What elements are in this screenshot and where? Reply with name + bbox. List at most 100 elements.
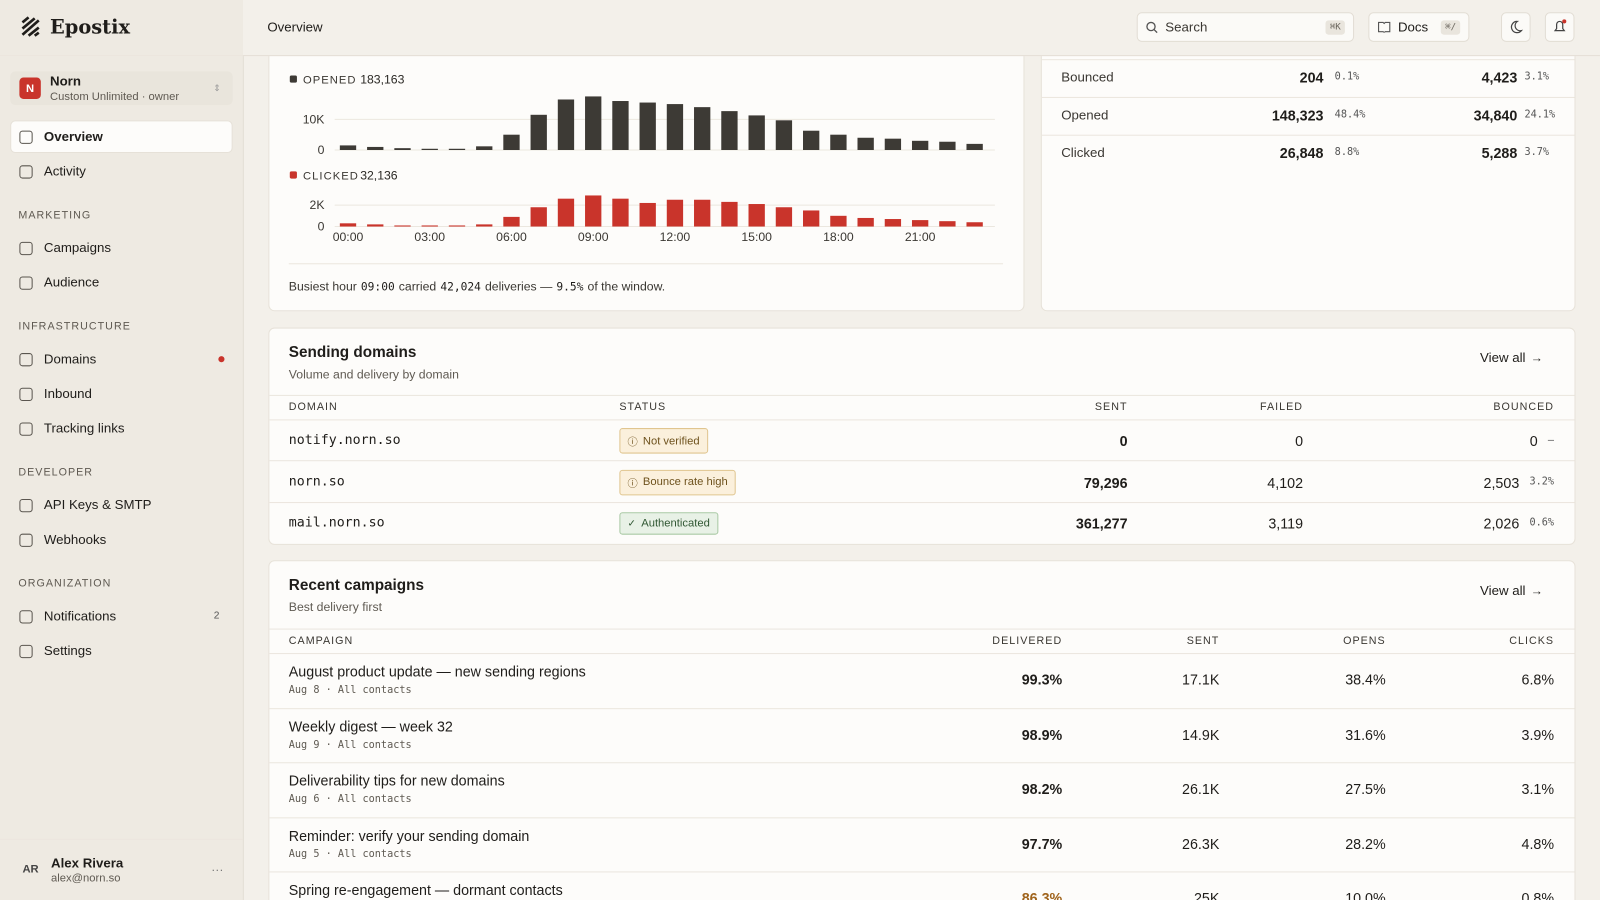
- nav-item[interactable]: Audience: [43, 274, 100, 290]
- legend-total: 183,163: [360, 73, 404, 87]
- stat-value: 34,840: [1473, 107, 1518, 124]
- cell-number: 17.1K: [1182, 671, 1220, 688]
- bar: [939, 221, 956, 227]
- campaign-meta: Aug 6 · All contacts: [288, 793, 412, 806]
- cell-number: 99.3%: [1021, 671, 1063, 688]
- column-header: CLICKS: [1509, 634, 1555, 647]
- x-tick-label: 12:00: [660, 230, 691, 244]
- nav-icon: [19, 533, 33, 547]
- nav-icon: [19, 610, 33, 624]
- section-title: Sending domains: [288, 343, 417, 362]
- cell-number: 28.2%: [1345, 835, 1386, 852]
- divider: [288, 263, 1004, 265]
- cell-percent: 0.6%: [1529, 517, 1555, 529]
- nav-icon: [19, 353, 33, 367]
- nav-icon: [19, 130, 33, 144]
- nav-icon: [19, 422, 33, 436]
- stat-value: 204: [1299, 69, 1324, 86]
- bar: [857, 217, 874, 227]
- bar: [530, 207, 547, 227]
- bar: [557, 99, 575, 150]
- legend-label: CLICKED: [303, 171, 359, 183]
- summary-part: 09:00: [360, 280, 395, 294]
- nav-item[interactable]: Inbound: [43, 385, 92, 402]
- nav-item[interactable]: Settings: [43, 642, 92, 659]
- campaign-name: Deliverability tips for new domains: [288, 772, 505, 789]
- x-tick-label: 21:00: [905, 230, 936, 244]
- view-all-link[interactable]: View all: [1480, 582, 1526, 598]
- domain-name: mail.norn.so: [288, 515, 385, 531]
- status-badge: ✓ Authenticated: [619, 512, 719, 535]
- docs-button[interactable]: Docs ⌘/: [1368, 12, 1470, 42]
- header: Overview Search ⌘K Docs ⌘/: [242, 0, 1600, 57]
- x-tick-label: 00:00: [333, 230, 364, 244]
- bar: [775, 120, 793, 150]
- domain-name: norn.so: [288, 473, 345, 490]
- bar: [448, 148, 466, 150]
- cell-number: 0: [1119, 432, 1128, 449]
- cell-number: 6.8%: [1521, 671, 1555, 688]
- campaign-name: Reminder: verify your sending domain: [288, 827, 530, 844]
- nav-item[interactable]: Overview: [43, 128, 103, 144]
- bar: [367, 224, 384, 227]
- bar: [585, 96, 602, 150]
- bar: [503, 216, 520, 227]
- column-header: BOUNCED: [1493, 401, 1555, 414]
- bar: [394, 225, 411, 227]
- legend-swatch: [289, 171, 297, 179]
- stat-percent: 3.1%: [1524, 71, 1550, 83]
- section-subtitle: Volume and delivery by domain: [288, 367, 459, 382]
- column-header: FAILED: [1260, 401, 1304, 414]
- stat-value: 26,848: [1279, 144, 1324, 162]
- search-label: Search: [1165, 19, 1208, 35]
- bar: [557, 198, 575, 227]
- workspace-switcher[interactable]: [10, 71, 233, 106]
- bounced-cell: 2,503 3.2%: [1484, 474, 1555, 490]
- search-shortcut: ⌘K: [1325, 19, 1345, 35]
- stat-label: Clicked: [1061, 144, 1105, 161]
- view-all-link[interactable]: View all: [1480, 349, 1526, 366]
- y-tick-label: 2K: [310, 198, 326, 212]
- nav-item[interactable]: Tracking links: [43, 420, 125, 436]
- nav-alert-dot: [218, 356, 225, 363]
- divider: [269, 460, 1575, 462]
- stat-label: Bounced: [1061, 69, 1114, 85]
- cell-number: 38.4%: [1345, 671, 1386, 688]
- stat-percent: 24.1%: [1524, 109, 1556, 121]
- stat-percent: 48.4%: [1334, 109, 1366, 121]
- nav-item[interactable]: API Keys & SMTP: [43, 496, 152, 513]
- bar: [830, 215, 847, 227]
- chevron: ⇕: [213, 82, 221, 93]
- cell-number: 4,102: [1267, 473, 1304, 491]
- search-box[interactable]: Search ⌘K: [1136, 12, 1355, 42]
- divider: [269, 816, 1575, 818]
- nav-item[interactable]: Activity: [43, 163, 86, 179]
- bar: [803, 130, 820, 150]
- nav-item[interactable]: Domains: [43, 351, 97, 367]
- bar: [612, 198, 629, 227]
- summary-part: Busiest hour: [288, 279, 357, 294]
- domains-card: [268, 327, 1576, 545]
- status-label: Authenticated: [641, 517, 710, 530]
- theme-button[interactable]: [1501, 12, 1531, 42]
- workspace-plan: Custom Unlimited · owner: [49, 90, 180, 104]
- status-icon: ⓘ: [627, 478, 638, 490]
- nav-item[interactable]: Campaigns: [43, 239, 111, 256]
- bar: [421, 225, 438, 227]
- bell-button[interactable]: [1544, 12, 1575, 42]
- arrow-icon: →: [1530, 583, 1543, 598]
- nav-item[interactable]: Webhooks: [43, 531, 107, 547]
- column-header: OPENS: [1343, 634, 1386, 647]
- status-label: Not verified: [642, 434, 700, 447]
- summary-part: carried: [398, 279, 437, 294]
- campaign-meta: Aug 5 · All contacts: [288, 848, 412, 860]
- bar: [830, 134, 847, 150]
- summary-part: 9.5%: [556, 280, 584, 294]
- column-header: STATUS: [619, 401, 667, 414]
- cell-number: 2,503: [1483, 473, 1520, 491]
- stat-percent: 3.7%: [1524, 146, 1550, 159]
- bar: [803, 210, 820, 227]
- nav-section-title: INFRASTRUCTURE: [18, 320, 131, 333]
- nav-item[interactable]: Notifications: [43, 608, 117, 624]
- cell-number: 97.7%: [1021, 835, 1063, 852]
